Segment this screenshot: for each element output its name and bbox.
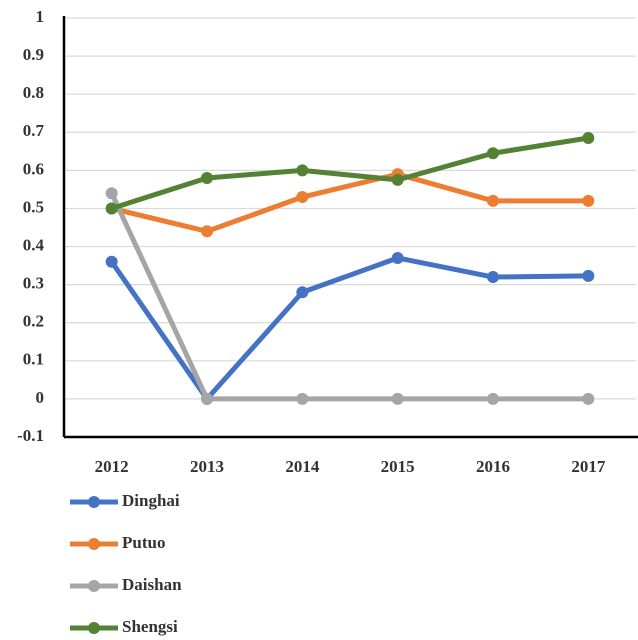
series-line [111,171,589,234]
data-point [391,392,404,405]
y-tick-label: 0 [36,388,45,407]
data-point [487,194,499,207]
y-tick-label: 0.9 [23,45,44,64]
series-line [109,192,589,402]
data-point [582,392,595,405]
data-point [487,147,499,160]
x-tick-label: 2013 [190,457,224,476]
y-tick-label: 0.4 [23,235,45,254]
data-point [296,392,309,405]
data-point [296,191,309,204]
y-tick-label: 0.5 [23,197,44,216]
series-line [109,255,589,402]
data-point [582,194,595,207]
x-tick-label: 2017 [571,457,606,476]
data-point [296,286,309,299]
legend-label: Dinghai [122,491,180,510]
data-point [582,131,595,144]
legend-label: Daishan [122,575,182,594]
data-point [105,202,118,215]
y-tick-label: 0.1 [23,350,44,369]
y-tick-label: 0.2 [23,312,44,331]
x-tick-label: 2016 [476,457,510,476]
y-tick-label: 0.7 [23,121,45,140]
legend-marker [88,580,100,592]
legend-label: Putuo [122,533,165,552]
data-point [201,392,213,405]
y-tick-label: 0.8 [23,83,44,102]
data-point [105,187,118,200]
data-point [201,171,213,184]
data-point [105,255,118,268]
legend-label: Shengsi [122,617,178,636]
data-point [487,271,499,284]
legend-marker [88,496,100,508]
data-point [201,225,213,238]
legend-marker [88,622,100,634]
y-tick-label: 1 [36,7,45,26]
legend-marker [88,538,100,550]
series-line [110,135,589,211]
data-point [582,269,595,282]
x-tick-label: 2012 [95,457,129,476]
x-tick-label: 2015 [381,457,415,476]
data-point [391,251,404,264]
data-point [391,173,404,186]
y-tick-label: 0.6 [23,159,44,178]
y-tick-label: -0.1 [17,426,44,445]
x-tick-label: 2014 [285,457,320,476]
data-point [487,392,499,405]
data-point [296,164,309,177]
y-tick-label: 0.3 [23,274,44,293]
